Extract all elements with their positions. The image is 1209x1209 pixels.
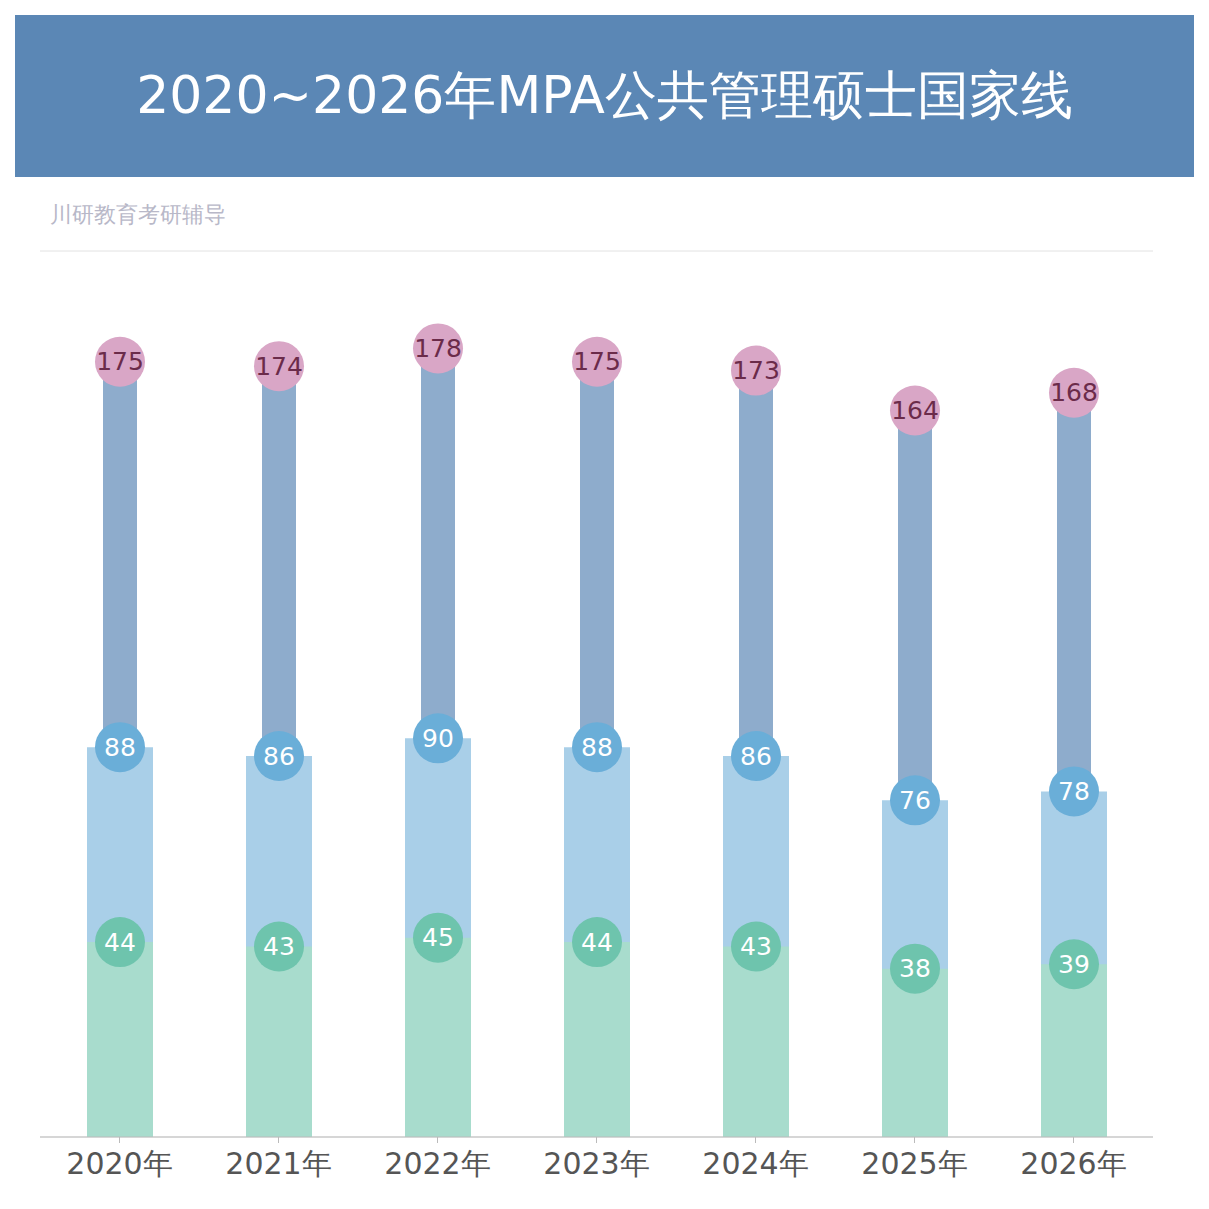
svg-text:38: 38 [899,954,931,983]
svg-text:86: 86 [740,742,772,771]
svg-text:44: 44 [104,928,136,957]
svg-text:2024年: 2024年 [702,1146,808,1181]
svg-text:2023年: 2023年 [543,1146,649,1181]
svg-text:2022年: 2022年 [384,1146,490,1181]
svg-text:88: 88 [581,733,613,762]
svg-text:168: 168 [1050,378,1098,407]
svg-text:39: 39 [1058,950,1090,979]
svg-text:2020年: 2020年 [66,1146,172,1181]
svg-text:175: 175 [96,347,144,376]
svg-text:44: 44 [581,928,613,957]
svg-text:175: 175 [573,347,621,376]
svg-text:78: 78 [1058,777,1090,806]
svg-text:86: 86 [263,742,295,771]
svg-text:76: 76 [899,786,931,815]
svg-text:43: 43 [263,932,295,961]
svg-text:88: 88 [104,733,136,762]
svg-text:2021年: 2021年 [225,1146,331,1181]
svg-text:164: 164 [891,396,939,425]
svg-text:43: 43 [740,932,772,961]
svg-text:174: 174 [255,352,303,381]
svg-text:178: 178 [414,334,462,363]
html-text:2020~2026年MPA公共管理硕士国家线: 2020~2026年MPA公共管理硕士国家线 [136,65,1073,125]
svg-text:45: 45 [422,923,454,952]
svg-text:2025年: 2025年 [861,1146,967,1181]
html-text:川研教育考研辅导: 川研教育考研辅导 [50,202,226,227]
svg-text:2026年: 2026年 [1020,1146,1126,1181]
svg-text:173: 173 [732,356,780,385]
svg-text:90: 90 [422,724,454,753]
